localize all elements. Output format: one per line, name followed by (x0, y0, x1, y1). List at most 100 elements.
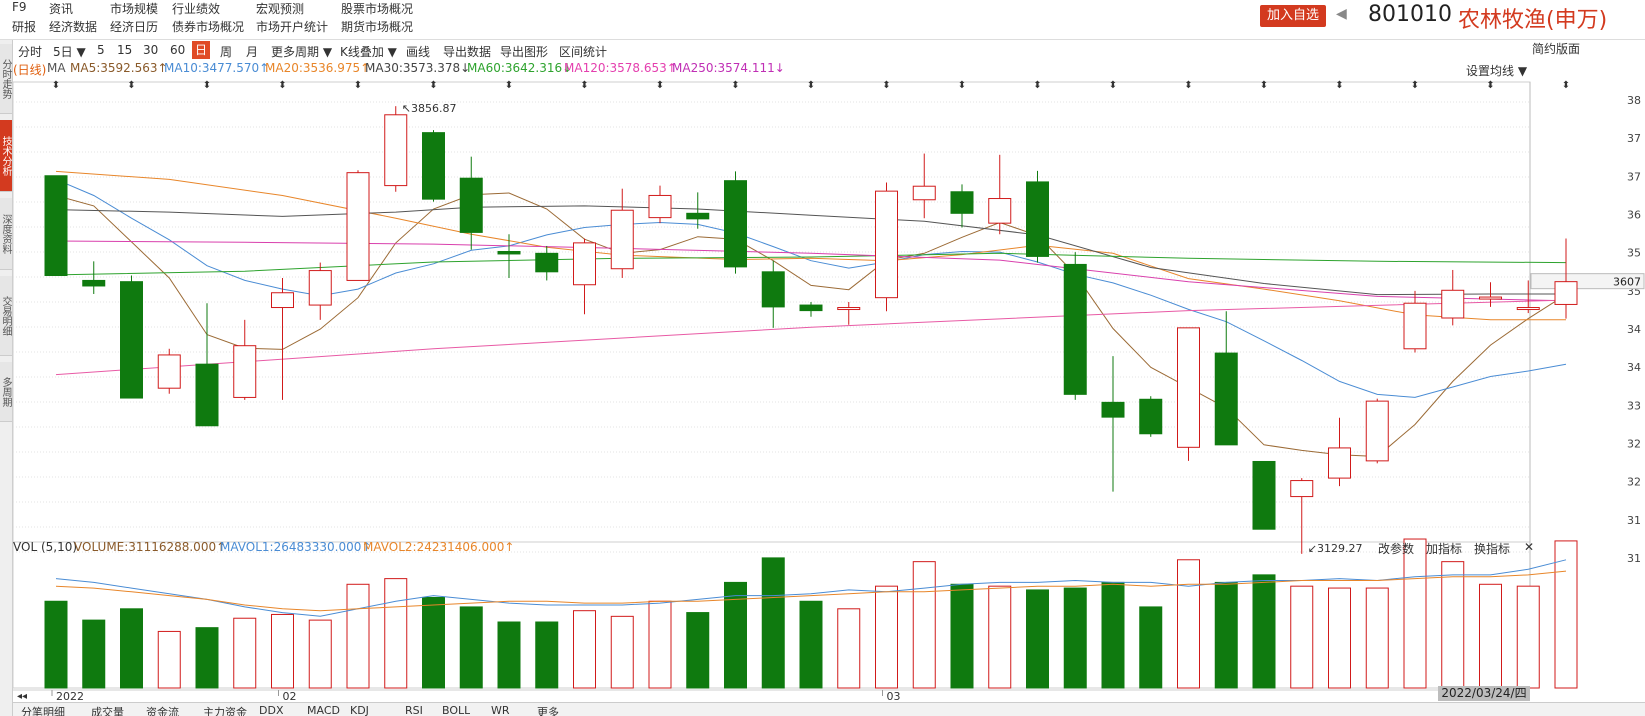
candle[interactable] (686, 212, 710, 220)
candle[interactable] (799, 304, 823, 312)
volume-bar (686, 612, 710, 689)
candle[interactable] (120, 281, 143, 399)
volume-bar (912, 561, 936, 689)
nav-item[interactable]: F9 (12, 0, 27, 14)
period-option[interactable]: 30 (143, 43, 159, 57)
volume-option-button[interactable]: 加指标 (1426, 542, 1463, 556)
nav-item[interactable]: 市场规模 (110, 2, 159, 16)
candle[interactable] (1516, 307, 1540, 311)
indicator-tab[interactable]: RSI (405, 704, 423, 716)
period-option[interactable]: 5 (97, 43, 105, 57)
candle[interactable] (422, 132, 445, 200)
candle[interactable] (875, 190, 898, 299)
period-option[interactable]: 导出图形 (500, 45, 549, 59)
period-option[interactable]: 月 (246, 45, 259, 59)
close-icon[interactable]: ✕ (1524, 540, 1535, 554)
nav-item[interactable]: 经济数据 (49, 20, 98, 34)
scroll-left-icon[interactable]: ◂◂ (17, 691, 27, 702)
indicator-tab[interactable]: KDJ (350, 704, 369, 716)
simple-layout-button[interactable]: 简约版面 (1532, 42, 1581, 56)
indicator-tab[interactable]: DDX (259, 704, 284, 716)
nav-item[interactable]: 债券市场概况 (172, 20, 245, 34)
candle[interactable] (271, 292, 294, 309)
candle[interactable] (950, 191, 974, 214)
candle[interactable] (610, 209, 634, 270)
period-option[interactable]: 画线 (406, 45, 431, 59)
indicator-tab[interactable]: 资金流 (146, 706, 179, 716)
candle[interactable] (1252, 460, 1276, 530)
period-option[interactable]: 区间统计 (559, 45, 608, 59)
candle[interactable] (1063, 263, 1087, 395)
back-arrow-icon[interactable]: ◀ (1336, 6, 1347, 22)
indicator-tab[interactable]: 主力资金 (203, 706, 247, 716)
candle[interactable] (1479, 296, 1502, 300)
nav-item[interactable]: 股票市场概况 (341, 2, 414, 16)
candle[interactable] (573, 242, 596, 286)
nav-item[interactable]: 期货市场概况 (341, 20, 414, 34)
period-option[interactable]: 周 (220, 45, 233, 59)
candle[interactable] (1365, 400, 1389, 462)
volume-option-button[interactable]: 换指标 (1474, 542, 1511, 556)
rail-tab[interactable]: 交易明细 (0, 276, 12, 356)
candle[interactable] (44, 175, 68, 277)
candle[interactable] (912, 185, 936, 201)
rail-tab[interactable]: 多周期 (0, 362, 12, 422)
volume-option-button[interactable]: 改参数 (1378, 542, 1415, 556)
candle[interactable] (1441, 289, 1465, 319)
candle[interactable] (761, 271, 785, 308)
candle[interactable] (1139, 398, 1163, 435)
candle[interactable] (724, 180, 747, 268)
rail-tab[interactable]: 深度资料 (0, 198, 12, 270)
add-to-watchlist-button[interactable]: 加入自选 (1260, 5, 1326, 27)
period-option[interactable]: 更多周期 ▼ (271, 45, 333, 59)
indicator-tab[interactable]: 成交量 (91, 706, 124, 716)
period-option[interactable]: 导出数据 (443, 45, 492, 59)
period-option[interactable]: 15 (117, 43, 133, 57)
nav-item[interactable]: 经济日历 (110, 20, 159, 34)
rail-tab[interactable]: 技术分析 (0, 120, 12, 192)
rail-tab[interactable]: 分时走势 (0, 44, 12, 114)
nav-item[interactable]: 资讯 (49, 2, 74, 16)
candle[interactable] (497, 250, 521, 255)
nav-item[interactable]: 行业绩效 (172, 2, 221, 16)
indicator-tab[interactable]: 更多 (537, 706, 559, 716)
candle[interactable] (1554, 281, 1578, 305)
nav-item[interactable]: 研报 (12, 20, 37, 34)
period-option[interactable]: 日 (192, 41, 211, 59)
candle[interactable] (1026, 181, 1049, 257)
candle[interactable] (535, 252, 559, 273)
candle[interactable] (988, 198, 1012, 224)
candle[interactable] (195, 363, 219, 427)
candle[interactable] (1328, 447, 1351, 479)
indicator-tab[interactable]: 分笔明细 (21, 706, 65, 716)
candle[interactable] (1290, 480, 1314, 498)
nav-item[interactable]: 宏观预测 (256, 2, 305, 16)
candle[interactable] (1101, 401, 1125, 418)
nav-item[interactable]: 市场开户统计 (256, 20, 329, 34)
current-price-label: 3607 (1613, 276, 1641, 289)
candle[interactable] (837, 307, 861, 311)
period-option[interactable]: 60 (170, 43, 186, 57)
candle[interactable] (459, 177, 483, 233)
volume-bar (1063, 587, 1087, 689)
candle[interactable] (308, 270, 332, 306)
candle[interactable] (233, 345, 257, 398)
candle[interactable] (1214, 352, 1238, 446)
period-option[interactable]: K线叠加 ▼ (340, 45, 397, 59)
ma-legend-item: MA120:3578.653↑ (564, 61, 677, 75)
period-option[interactable]: 5日 ▼ (53, 45, 86, 59)
marker-icon: ⬍ (203, 80, 211, 91)
candle[interactable] (346, 172, 370, 281)
candle[interactable] (157, 354, 181, 389)
period-option[interactable]: 分时 (18, 45, 43, 59)
indicator-tab[interactable]: MACD (307, 704, 340, 716)
indicator-tab[interactable]: WR (491, 704, 510, 716)
candle[interactable] (1403, 302, 1427, 350)
candle[interactable] (1177, 327, 1200, 448)
set-ma-button[interactable]: 设置均线 ▼ (1466, 64, 1528, 78)
candle[interactable] (82, 279, 106, 287)
indicator-tab[interactable]: BOLL (442, 704, 471, 716)
candle[interactable] (648, 194, 672, 219)
candle[interactable] (384, 114, 408, 187)
